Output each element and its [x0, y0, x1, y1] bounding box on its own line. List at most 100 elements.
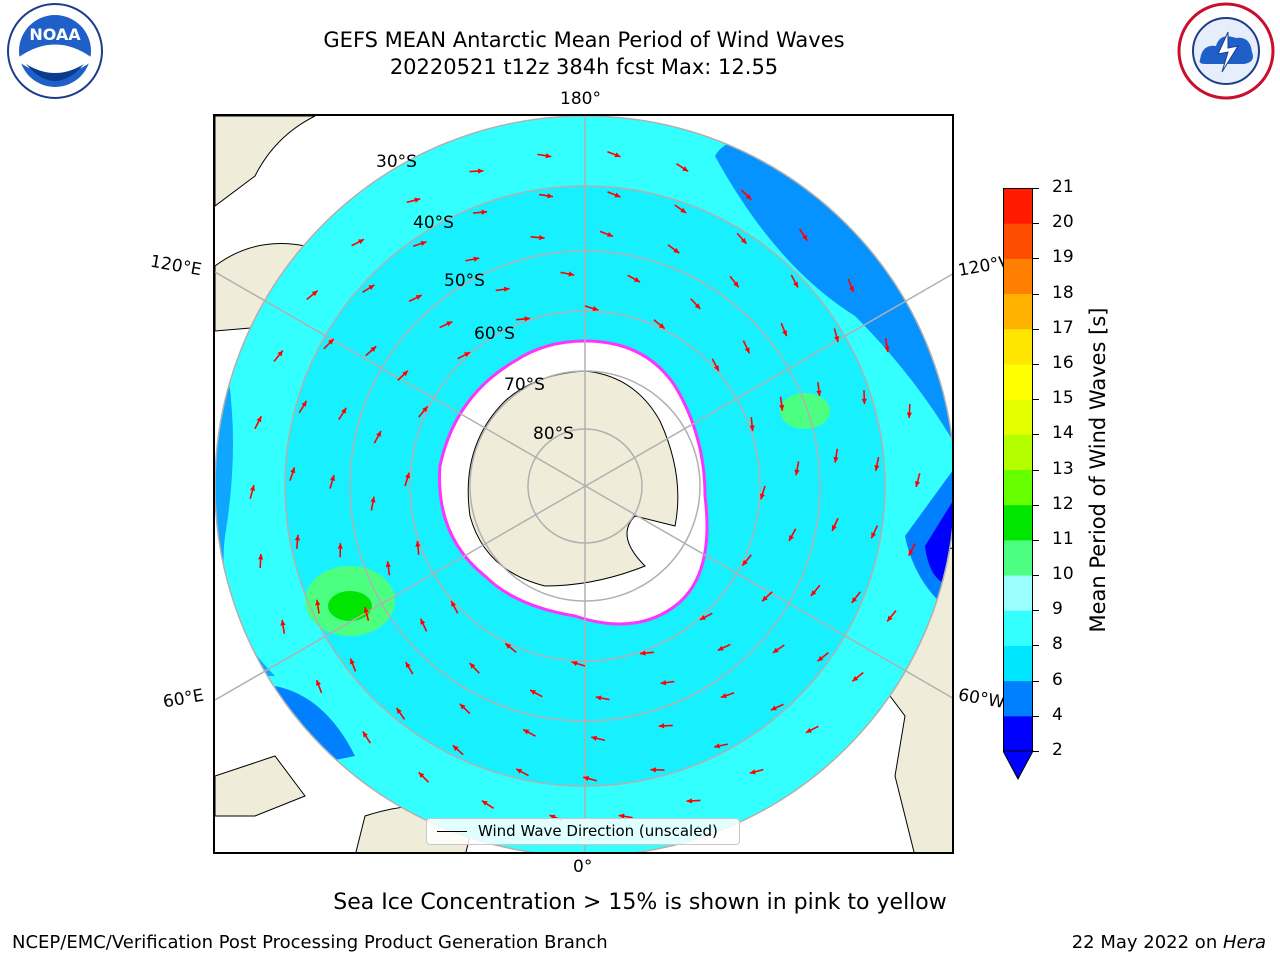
- svg-text:NOAA: NOAA: [29, 25, 81, 44]
- colorbar-segment: [1003, 575, 1033, 611]
- colorbar-scale: [1002, 188, 1034, 781]
- wave-direction-arrowhead: [772, 647, 779, 653]
- wave-direction-arrowhead: [516, 768, 523, 774]
- colorbar-segment: [1003, 715, 1033, 752]
- colorbar-tick-label: 15: [1052, 388, 1074, 409]
- lat-label-80s: 80°S: [533, 424, 574, 444]
- wave-direction-arrowhead: [481, 209, 488, 215]
- wave-direction-arrowhead: [258, 553, 264, 560]
- colorbar-tick-label: 17: [1052, 317, 1074, 338]
- wind-wave-arrows: [249, 151, 921, 821]
- colorbar-segment: [1003, 680, 1033, 717]
- wave-direction-arrowhead: [817, 655, 824, 662]
- colorbar-tick-label: 12: [1052, 493, 1074, 514]
- colorbar-segment: [1003, 539, 1033, 576]
- wave-direction-arrowhead: [851, 597, 858, 603]
- colorbar-tick-mark: [1033, 715, 1039, 717]
- colorbar-segment: [1003, 504, 1033, 541]
- footer-branch: NCEP/EMC/Verification Post Processing Pr…: [12, 932, 608, 953]
- wave-direction-arrowhead: [529, 690, 536, 695]
- wave-direction-arrowhead: [420, 241, 427, 246]
- wave-direction-arrowhead: [481, 800, 488, 806]
- lon-label-60w: 60°W: [956, 685, 1007, 713]
- wave-direction-arrowhead: [887, 615, 893, 622]
- wave-direction-arrowhead: [362, 731, 368, 738]
- wave-direction-arrowhead: [614, 192, 621, 198]
- lat-label-60s: 60°S: [474, 324, 515, 344]
- colorbar-segment: [1003, 469, 1033, 506]
- wave-direction-arrowhead: [280, 619, 286, 626]
- wave-direction-arrowhead: [833, 456, 839, 463]
- wave-direction-arrowhead: [451, 600, 457, 607]
- wave-direction-arrowhead: [349, 658, 355, 665]
- colorbar-tick-label: 14: [1052, 423, 1074, 444]
- colorbar-tick-mark: [1033, 680, 1039, 682]
- colorbar-tick-label: 10: [1052, 564, 1074, 585]
- colorbar-segment: [1003, 610, 1033, 646]
- wave-direction-arrowhead: [464, 352, 471, 358]
- colorbar-frame: [1003, 188, 1033, 752]
- colorbar-tick-mark: [1033, 610, 1039, 612]
- wave-direction-arrowhead: [337, 543, 343, 549]
- wave-direction-arrowhead: [545, 153, 552, 159]
- wave-direction-arrowhead: [571, 660, 578, 666]
- wave-direction-arrowhead: [816, 390, 822, 397]
- wave-direction-arrowhead: [639, 650, 646, 656]
- colorbar-extend-min: [1002, 750, 1034, 781]
- wave-direction-arrowhead: [402, 370, 408, 377]
- colorbar-tick-mark: [1033, 223, 1039, 225]
- wave-direction-arrowhead: [714, 743, 720, 749]
- footer-host: Hera: [1222, 932, 1266, 953]
- wave-direction-arrowhead: [805, 727, 812, 733]
- wave-direction-arrowhead: [405, 661, 411, 668]
- wave-direction-arrowhead: [547, 193, 553, 199]
- wave-direction-arrowhead: [370, 346, 377, 352]
- land-australia-corner: [215, 116, 316, 207]
- wave-direction-arrowhead: [832, 524, 837, 531]
- wave-direction-arrowhead: [634, 277, 641, 282]
- ocean-long-period-area-e: [780, 393, 830, 429]
- nws-logo: [1176, 2, 1276, 100]
- map-panel: [213, 114, 954, 854]
- colorbar-label: Mean Period of Wind Waves [s]: [1086, 307, 1110, 633]
- wave-direction-arrowhead: [523, 729, 530, 735]
- wave-direction-arrowhead: [618, 813, 625, 819]
- wave-direction-arrowhead: [802, 234, 808, 241]
- wave-direction-arrowhead: [524, 316, 531, 322]
- wave-direction-arrowhead: [422, 406, 428, 413]
- wave-direction-arrowhead: [871, 532, 877, 539]
- wave-direction-arrowhead: [749, 769, 756, 775]
- land-africa-1: [215, 755, 306, 817]
- wave-direction-arrowhead: [414, 197, 421, 203]
- wave-direction-arrowhead: [256, 416, 262, 423]
- wave-direction-arrowhead: [742, 559, 748, 566]
- wave-direction-arrowhead: [420, 618, 426, 625]
- colorbar-segment: [1003, 258, 1033, 295]
- colorbar-tick-label: 18: [1052, 282, 1074, 303]
- wave-direction-arrowhead: [694, 303, 701, 309]
- wave-direction-arrowhead: [469, 663, 476, 669]
- colorbar-tick-mark: [1033, 293, 1039, 295]
- wave-direction-arrowhead: [607, 232, 614, 237]
- footer-date-text: 22 May 2022 on: [1071, 932, 1223, 953]
- lon-label-60e: 60°E: [161, 685, 206, 713]
- lat-label-50s: 50°S: [444, 271, 485, 291]
- wave-direction-arrowhead: [733, 281, 739, 288]
- colorbar-tick-mark: [1033, 434, 1039, 436]
- wave-direction-arrowhead: [368, 284, 375, 290]
- wave-direction-arrowhead: [539, 234, 545, 241]
- wave-direction-arrowhead: [595, 695, 602, 701]
- wave-direction-arrowhead: [834, 336, 840, 342]
- colorbar-tick-label: 4: [1052, 704, 1063, 725]
- wave-direction-arrowhead: [749, 425, 755, 432]
- colorbar-tick-mark: [1033, 645, 1039, 647]
- wave-direction-arrowhead: [249, 485, 255, 492]
- polar-map: [215, 116, 952, 852]
- graticule: [215, 116, 952, 852]
- footer-date: 22 May 2022 on Hera: [1072, 932, 1266, 953]
- wave-direction-arrowhead: [874, 464, 880, 471]
- colorbar-segment: [1003, 363, 1033, 400]
- ocean-short-period-w: [215, 316, 275, 676]
- wave-direction-arrowhead: [583, 776, 590, 782]
- colorbar-segment: [1003, 293, 1033, 330]
